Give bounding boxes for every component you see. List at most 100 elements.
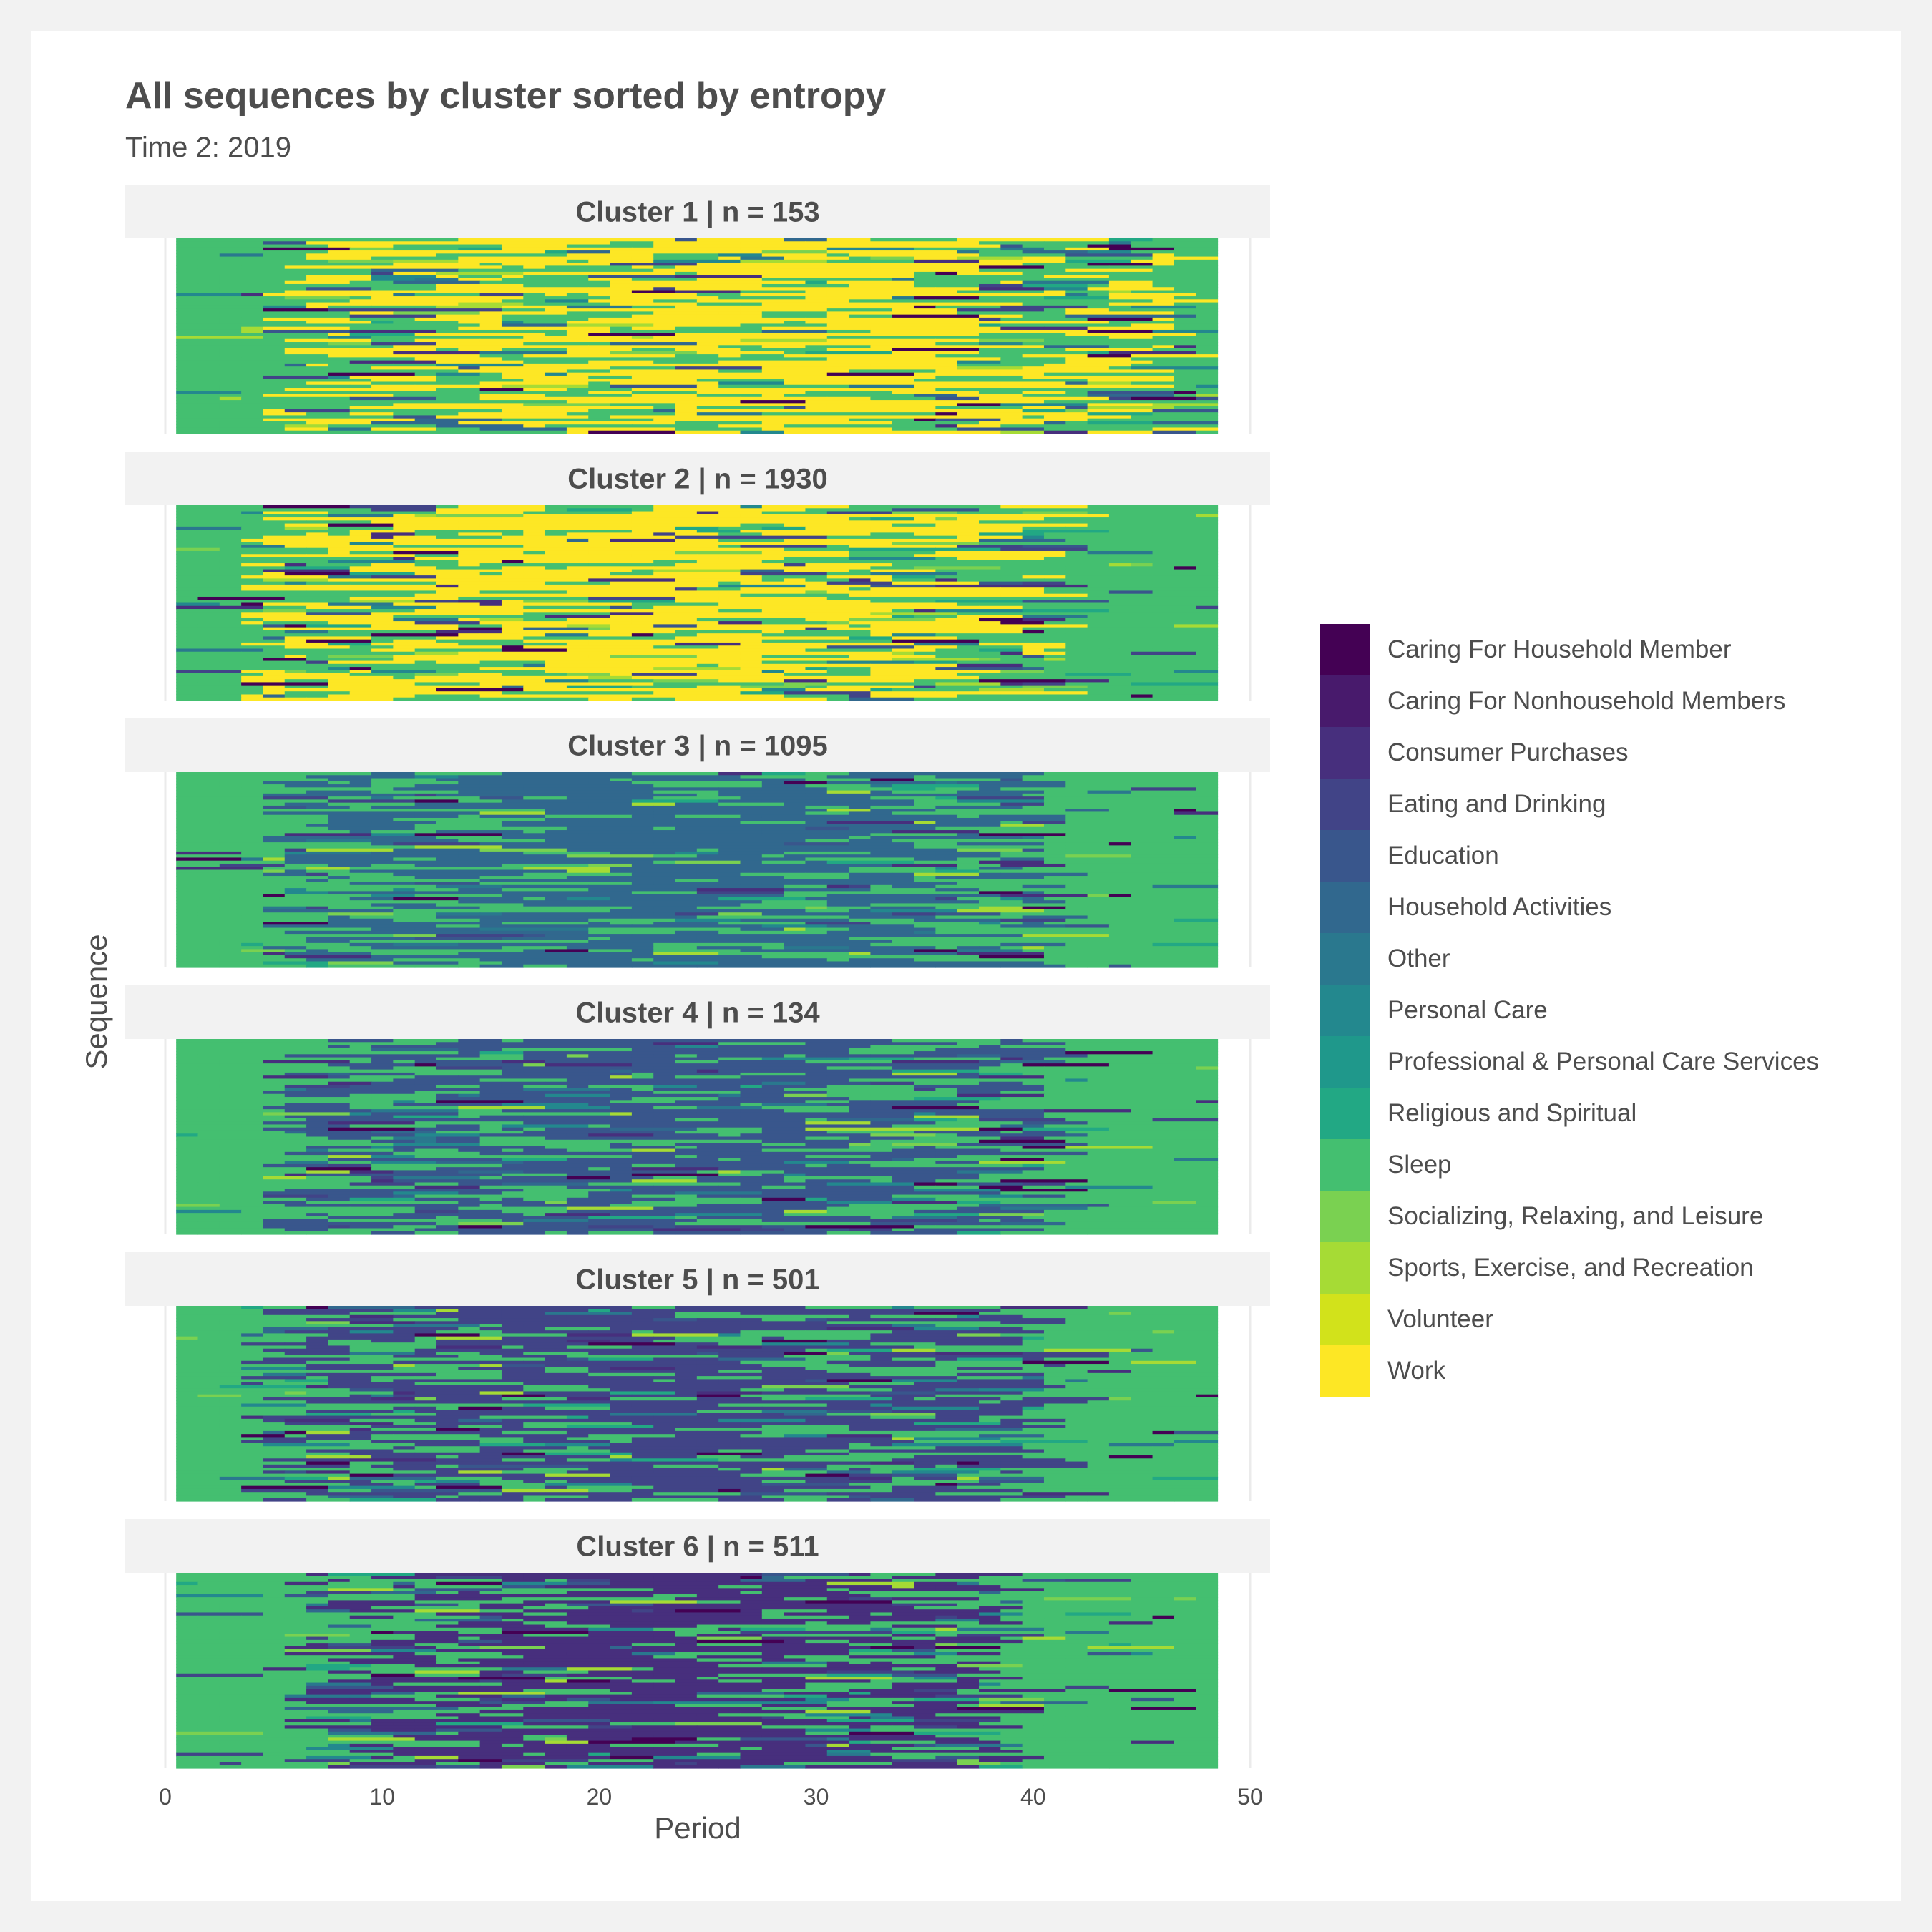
sequence-cell [740, 903, 828, 907]
sequence-cell [1174, 673, 1219, 677]
sequence-cell [957, 1219, 980, 1223]
sequence-cell [1196, 1124, 1219, 1128]
sequence-cell [935, 1139, 980, 1143]
sequence-cell [1131, 1045, 1219, 1049]
sequence-cell [696, 927, 741, 932]
sequence-cell [328, 602, 394, 607]
sequence-cell [566, 642, 589, 646]
sequence-cell [501, 241, 567, 245]
sequence-cell [631, 1201, 676, 1204]
sequence-cell [935, 1179, 1001, 1184]
sequence-cell [176, 940, 220, 944]
sequence-cell [1022, 283, 1088, 288]
sequence-cell [197, 1185, 264, 1189]
sequence-cell [1131, 894, 1175, 898]
sequence-cell [479, 572, 502, 576]
sequence-cell [393, 238, 459, 242]
sequence-cell [349, 418, 416, 422]
sequence-cell [349, 326, 437, 331]
sequence-cell [523, 280, 611, 285]
sequence-cell [588, 1191, 676, 1196]
sequence-cell [241, 268, 328, 273]
sequence-cell [1108, 308, 1196, 312]
sequence-cell [566, 400, 589, 404]
sequence-cell [979, 826, 1045, 831]
sequence-cell [306, 839, 372, 843]
sequence-cell [935, 796, 958, 800]
sequence-cell [957, 1091, 1001, 1095]
sequence-cell [523, 238, 611, 242]
sequence-cell [349, 1103, 394, 1107]
sequence-cell [1152, 572, 1219, 576]
sequence-cell [761, 333, 784, 337]
sequence-cell [349, 854, 372, 859]
sequence-cell [479, 781, 546, 785]
sequence-cell [826, 1066, 871, 1070]
sequence-cell [1108, 345, 1153, 349]
sequence-cell [957, 424, 1001, 429]
sequence-cell [1022, 1182, 1066, 1186]
sequence-cell [1196, 879, 1219, 883]
sequence-cell [610, 381, 633, 386]
sequence-cell [479, 1176, 502, 1180]
sequence-cell [501, 566, 546, 570]
sequence-cell [588, 1197, 676, 1201]
sequence-cell [566, 667, 611, 670]
sequence-cell [263, 942, 351, 947]
sequence-cell [1000, 1204, 1088, 1208]
sequence-cell [784, 1109, 849, 1113]
sequence-cell [436, 342, 524, 346]
sequence-cell [545, 679, 589, 683]
sequence-cell [761, 554, 849, 558]
sequence-cell [696, 566, 784, 570]
sequence-cell [826, 900, 914, 904]
sequence-cell [1065, 1060, 1088, 1064]
sequence-cell [176, 694, 199, 698]
sequence-cell [371, 851, 459, 855]
sequence-cell [675, 660, 763, 665]
sequence-cell [631, 809, 654, 813]
sequence-cell [176, 1194, 220, 1199]
sequence-cell [892, 1060, 980, 1064]
sequence-cell [979, 869, 1001, 874]
sequence-cell [610, 271, 676, 275]
sequence-cell [1174, 287, 1219, 291]
sequence-cell [414, 563, 459, 567]
sequence-cell [784, 1176, 828, 1180]
sequence-cell [263, 636, 286, 640]
sequence-cell [696, 618, 719, 622]
sequence-cell [588, 833, 676, 837]
sequence-cell [263, 836, 328, 840]
sequence-cell [349, 1206, 416, 1211]
sequence-cell [1043, 566, 1066, 570]
sequence-cell [1043, 427, 1110, 431]
sequence-cell [957, 590, 1045, 595]
sequence-cell [436, 1124, 481, 1128]
sequence-cell [371, 642, 437, 646]
sequence-cell [371, 1081, 416, 1085]
sequence-cell [826, 824, 914, 828]
sequence-cell [306, 851, 372, 855]
sequence-cell [718, 363, 763, 367]
sequence-cell [718, 1158, 741, 1162]
sequence-cell [1043, 1084, 1131, 1088]
sequence-cell [241, 1209, 328, 1214]
sequence-cell [1000, 1039, 1023, 1043]
sequence-cell [566, 872, 633, 877]
sequence-cell [176, 1093, 199, 1098]
sequence-cell [284, 1173, 307, 1177]
sequence-cell [1000, 379, 1066, 383]
sequence-cell [523, 557, 611, 561]
sequence-cell [870, 1045, 893, 1049]
sequence-cell [849, 1103, 871, 1107]
sequence-cell [523, 381, 546, 386]
sequence-cell [653, 670, 698, 674]
sequence-cell [176, 287, 220, 291]
sequence-cell [718, 1121, 806, 1126]
sequence-cell [1000, 1191, 1088, 1196]
sequence-cell [826, 609, 871, 613]
sequence-cell [935, 1155, 958, 1158]
sequence-cell [849, 621, 893, 625]
sequence-cell [436, 1066, 502, 1070]
sequence-cell [849, 1191, 914, 1196]
